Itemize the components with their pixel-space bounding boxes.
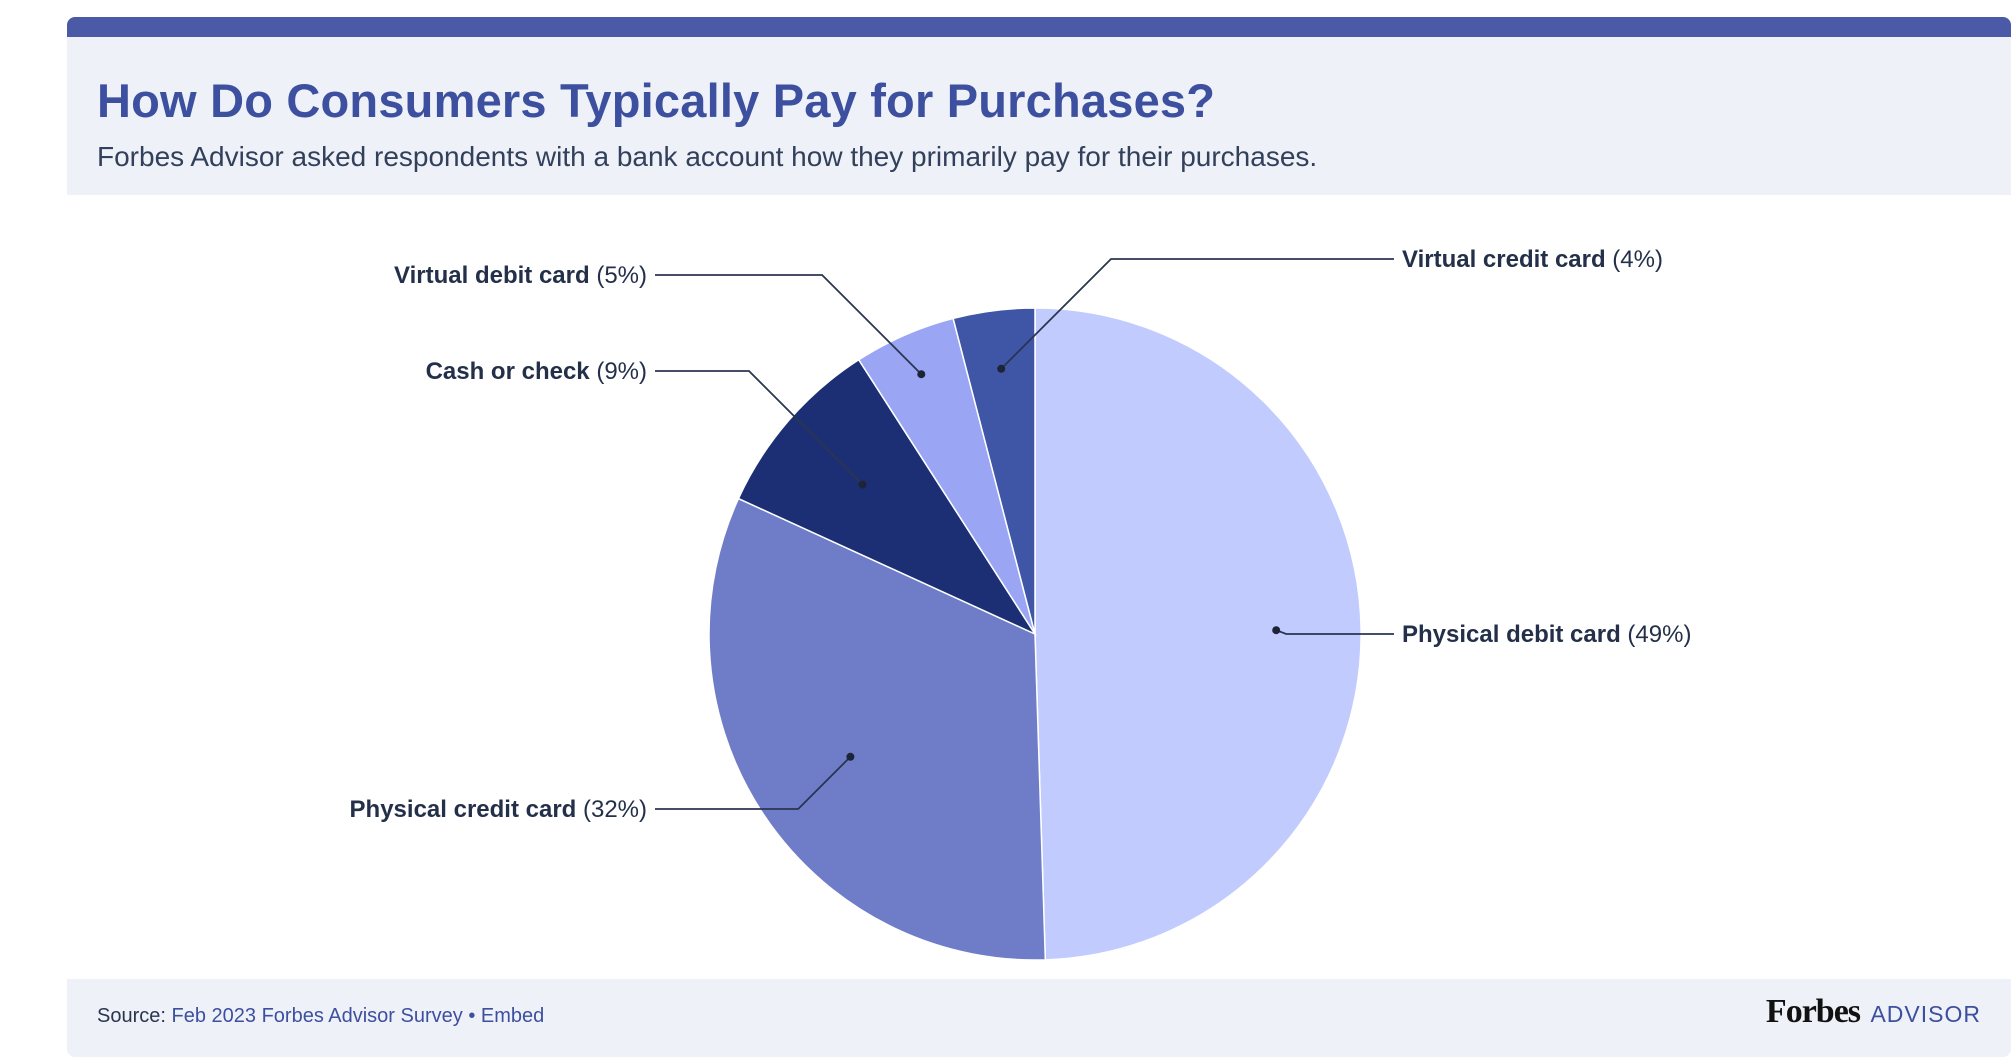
leader-dot-physical-credit-card	[846, 752, 855, 761]
slice-label-value: (32%)	[576, 796, 647, 823]
chart-footer: Source: Feb 2023 Forbes Advisor Survey •…	[67, 979, 2011, 1057]
slice-label-virtual-debit-card: Virtual debit card (5%)	[394, 262, 647, 289]
leader-dot-virtual-credit-card	[997, 364, 1006, 373]
slice-label-name: Virtual credit card	[1402, 246, 1606, 273]
source-label: Source:	[97, 1005, 166, 1027]
slice-label-virtual-credit-card: Virtual credit card (4%)	[1402, 246, 1663, 273]
slice-label-physical-debit-card: Physical debit card (49%)	[1402, 621, 1691, 648]
leader-dot-virtual-debit-card	[917, 370, 926, 379]
embed-link[interactable]: Embed	[480, 1005, 545, 1027]
logo-forbes: Forbes	[1765, 993, 1861, 1030]
pie-slice-cash-or-check	[737, 358, 1038, 636]
slice-label-value: (5%)	[590, 262, 647, 289]
slice-label-physical-credit-card: Physical credit card (32%)	[350, 796, 647, 823]
slice-label-name: Physical debit card	[1402, 621, 1621, 648]
slice-label-name: Cash or check	[426, 358, 591, 385]
leader-line-cash-or-check	[655, 370, 864, 486]
leader-dot-physical-debit-card	[1272, 626, 1281, 635]
pie-slice-physical-credit-card	[708, 497, 1047, 961]
forbes-advisor-logo: Forbes ADVISOR	[1766, 993, 1981, 1031]
leader-line-virtual-credit-card	[1000, 258, 1394, 370]
chart-title: How Do Consumers Typically Pay for Purch…	[97, 74, 1216, 127]
leader-line-virtual-debit-card	[655, 274, 922, 375]
slice-label-cash-or-check: Cash or check (9%)	[426, 358, 647, 385]
pie-slice-physical-debit-card	[1034, 307, 1362, 961]
slice-label-value: (9%)	[590, 358, 647, 385]
source-separator: •	[468, 1005, 476, 1027]
slice-label-value: (49%)	[1621, 621, 1692, 648]
chart-card: How Do Consumers Typically Pay for Purch…	[67, 17, 2011, 1057]
chart-subtitle: Forbes Advisor asked respondents with a …	[97, 141, 1318, 172]
pie-chart: Physical debit card (49%) Physical credit…	[350, 246, 1691, 961]
pie-slice-virtual-credit-card	[952, 307, 1036, 635]
leader-dot-cash-or-check	[858, 480, 867, 489]
slice-label-name: Physical credit card	[350, 796, 577, 823]
top-accent-bar	[67, 17, 2011, 37]
logo-advisor: ADVISOR	[1870, 1001, 1981, 1027]
chart-header: How Do Consumers Typically Pay for Purch…	[67, 37, 2011, 195]
slice-label-value: (4%)	[1606, 246, 1663, 273]
leader-line-physical-credit-card	[655, 756, 852, 810]
source-line: Source: Feb 2023 Forbes Advisor Survey •…	[97, 1005, 544, 1028]
source-link[interactable]: Feb 2023 Forbes Advisor Survey	[171, 1005, 463, 1027]
slice-label-name: Virtual debit card	[394, 262, 590, 289]
